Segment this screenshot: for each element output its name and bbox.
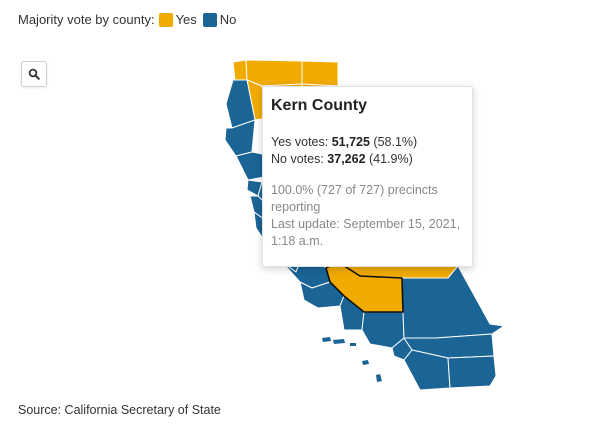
county-san-bernardino[interactable] — [401, 265, 505, 339]
channel-islands — [322, 337, 382, 382]
tooltip-county-name: Kern County — [271, 97, 367, 114]
legend-swatch-yes — [158, 12, 173, 27]
map-legend: Majority vote by county: Yes No — [18, 12, 238, 27]
legend-swatch-no — [202, 12, 217, 27]
county-tooltip: Kern County Yes votes: 51,725 (58.1%) No… — [262, 86, 473, 267]
county-del-norte[interactable] — [232, 59, 248, 81]
county-imperial[interactable] — [447, 355, 497, 389]
yes-votes-row: Yes votes: 51,725 (58.1%) — [271, 134, 464, 151]
yes-votes-percent: (58.1%) — [373, 135, 418, 149]
county-modoc[interactable] — [301, 60, 339, 87]
no-votes-percent: (41.9%) — [369, 152, 413, 166]
no-votes-label: No votes: — [271, 152, 324, 166]
last-update: Last update: September 15, 2021, 1:18 a.… — [271, 217, 461, 248]
yes-votes-label: Yes votes: — [271, 135, 329, 149]
yes-votes-value: 51,725 — [331, 135, 370, 149]
precincts-reporting: 100.0% (727 of 727) precincts reporting — [271, 183, 438, 214]
source-note: Source: California Secretary of State — [18, 403, 221, 417]
county-siskiyou[interactable] — [245, 59, 303, 87]
county-mendocino[interactable] — [224, 119, 256, 157]
legend-label-no: No — [219, 12, 237, 27]
no-votes-value: 37,262 — [327, 152, 366, 166]
no-votes-row: No votes: 37,262 (41.9%) — [271, 151, 464, 168]
legend-title: Majority vote by county: — [18, 12, 155, 27]
legend-label-yes: Yes — [175, 12, 197, 27]
search-icon — [28, 68, 40, 80]
zoom-search-button[interactable] — [21, 61, 47, 87]
